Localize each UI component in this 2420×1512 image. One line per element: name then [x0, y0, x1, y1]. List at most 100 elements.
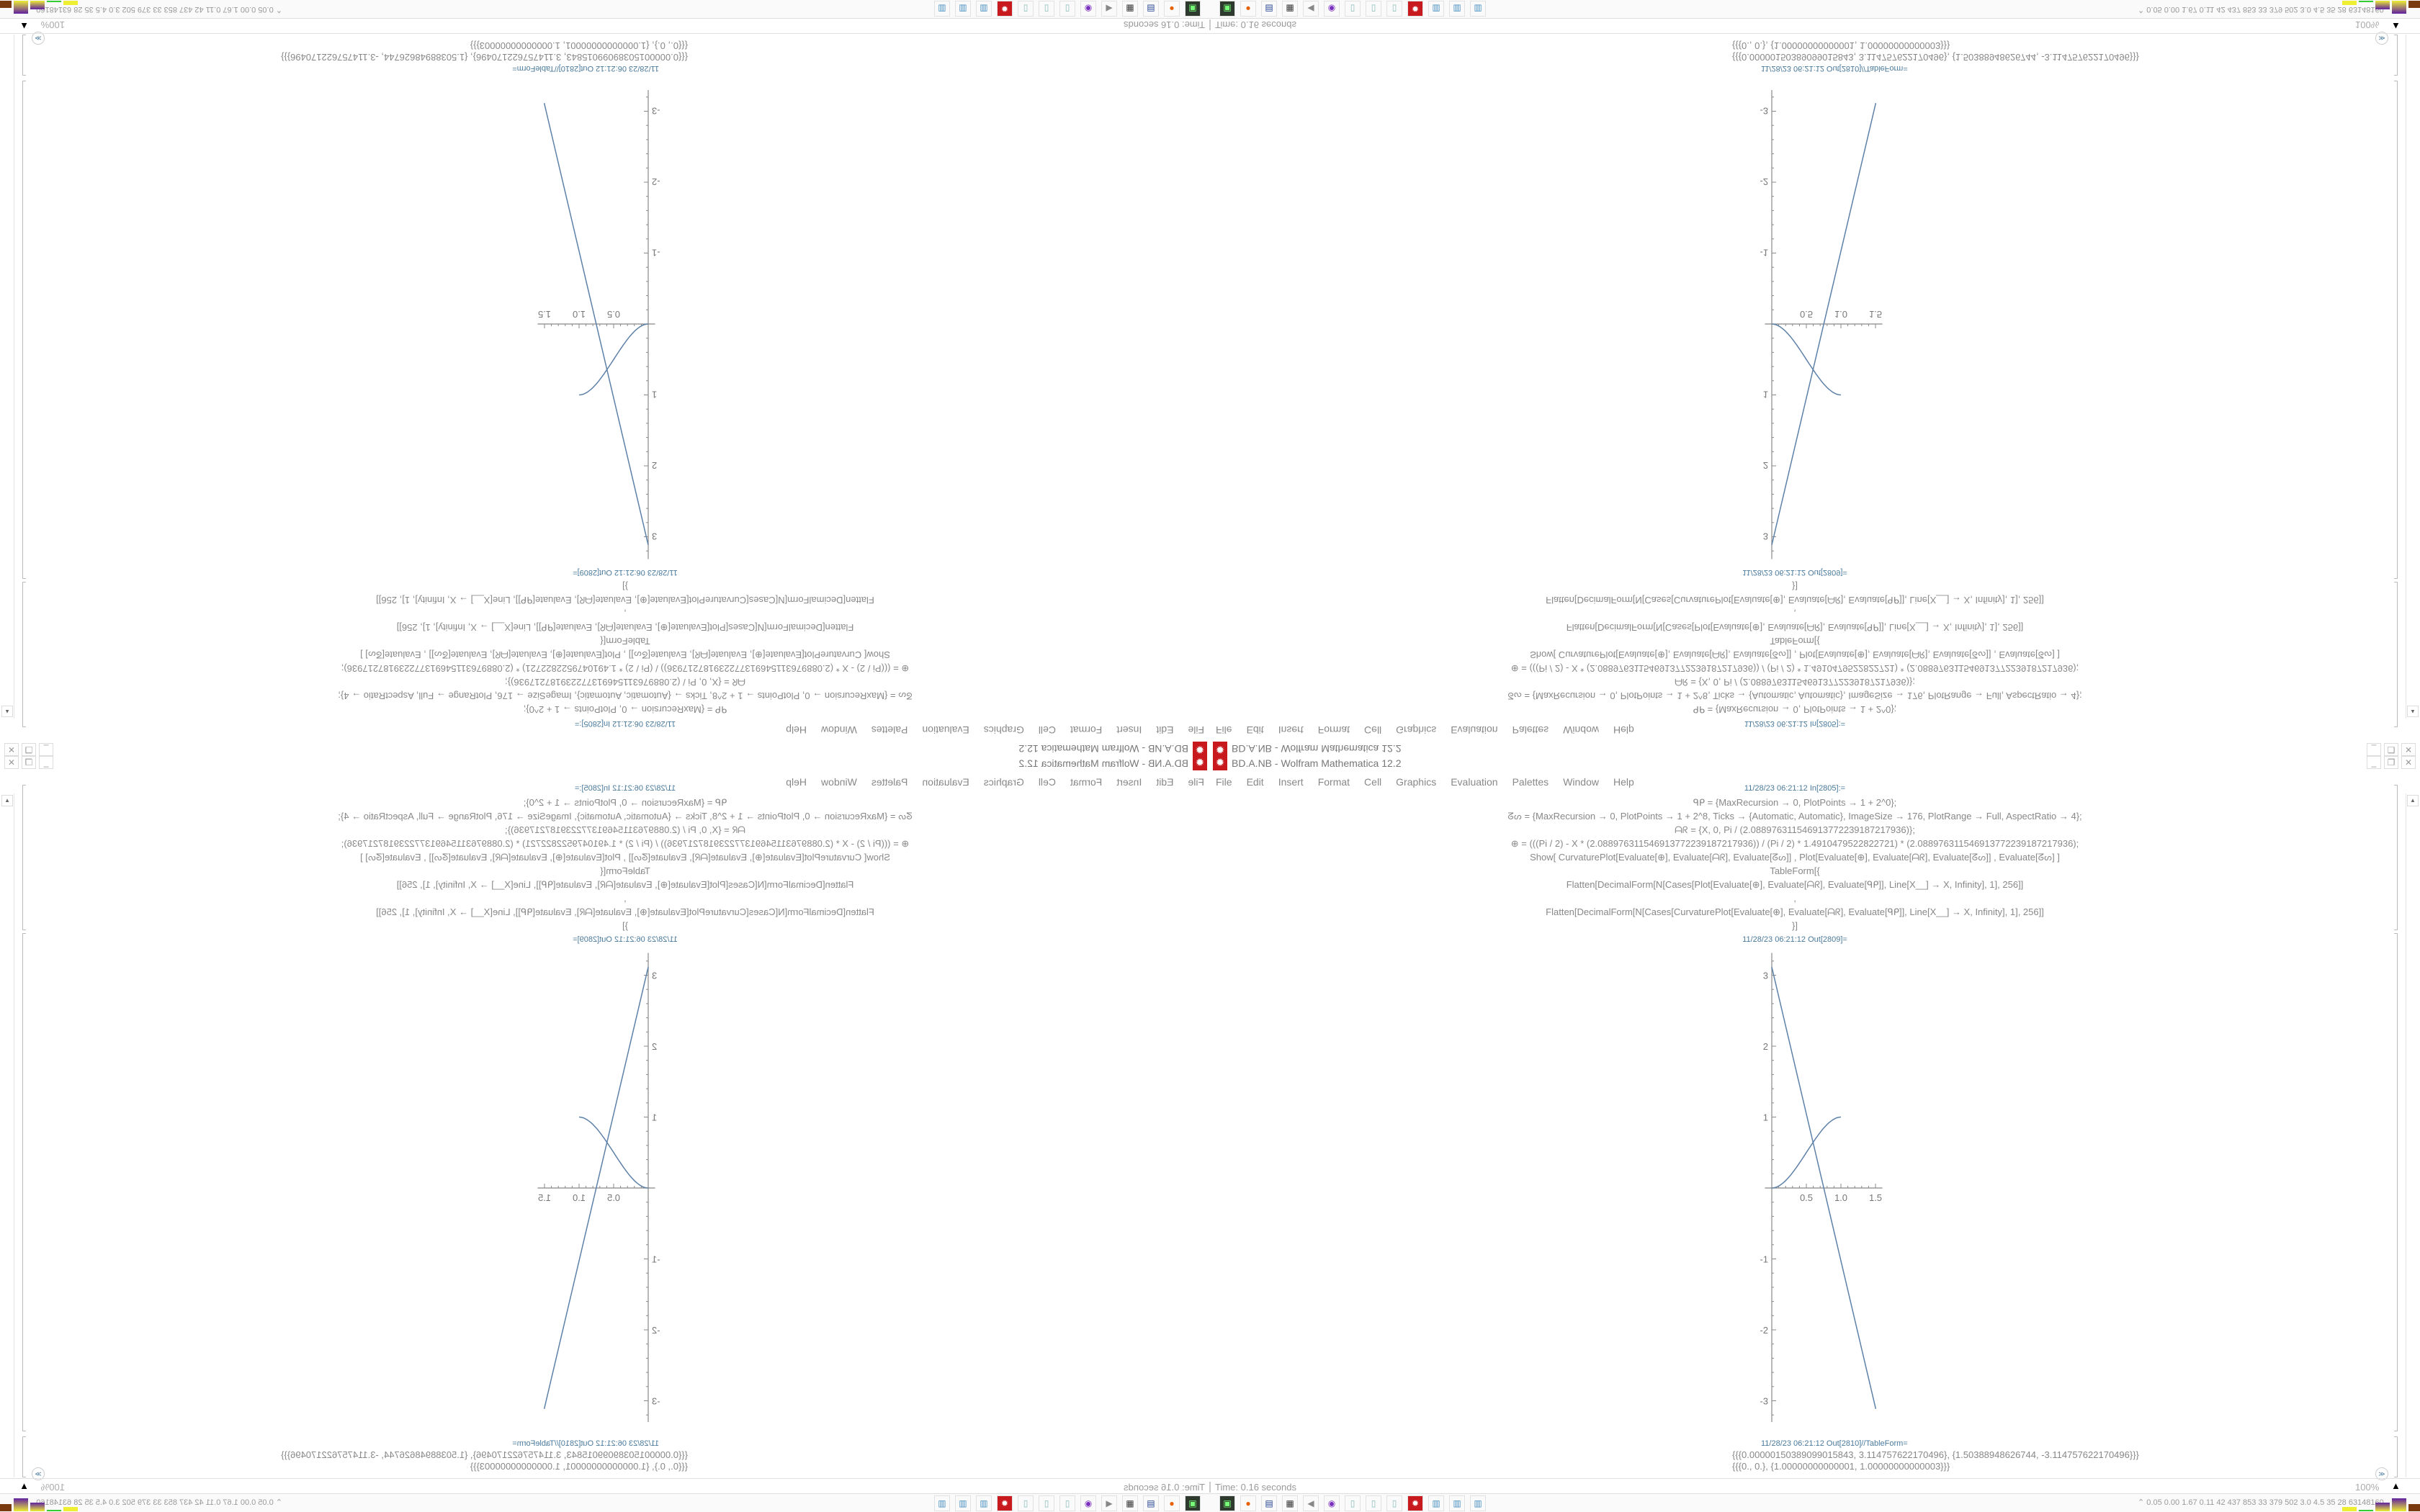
minimize-button[interactable]: _: [2367, 756, 2381, 769]
mathematica-icon[interactable]: ✹: [1407, 1, 1423, 17]
plot-graphic[interactable]: 0.5 1.0 1.5 -3 -2 -1 1 2 3: [504, 90, 706, 565]
mathematica-icon[interactable]: ✹: [1407, 1495, 1423, 1511]
input-cell[interactable]: 11/28/23 06:21:12 In[2805]:= ᑫᑭ = {MaxRe…: [1291, 580, 2299, 730]
notepad-icon[interactable]: ▯: [1018, 1495, 1034, 1511]
menu-cell[interactable]: Cell: [1364, 776, 1382, 788]
notepad-icon[interactable]: ▯: [1366, 1495, 1381, 1511]
owl-icon[interactable]: ◉: [1080, 1495, 1096, 1511]
minimize-button[interactable]: _: [39, 743, 53, 756]
calculator-icon[interactable]: ▥: [1470, 1, 1486, 17]
calculator-icon[interactable]: ▥: [934, 1, 950, 17]
firefox-icon[interactable]: ●: [1240, 1, 1256, 17]
owl-icon[interactable]: ◉: [1324, 1, 1340, 17]
zoom-menu-icon[interactable]: ▲: [19, 1480, 29, 1491]
terminal-icon[interactable]: ▣: [1219, 1495, 1235, 1511]
plot-graphic[interactable]: 0.5 1.0 1.5 -3 -2 -1 1 2 3: [504, 947, 706, 1422]
table-output-cell[interactable]: 11/28/23 06:21:12 Out[2810]//TableForm= …: [1732, 1439, 2139, 1472]
scroll-up-icon[interactable]: ▲: [1, 795, 13, 806]
firefox-icon[interactable]: ●: [1240, 1495, 1256, 1511]
mathematica-icon[interactable]: ✹: [997, 1, 1013, 17]
notepad-icon[interactable]: ▯: [1386, 1495, 1402, 1511]
table-output-cell[interactable]: 11/28/23 06:21:12 Out[2810]//TableForm= …: [281, 40, 688, 73]
expand-chevron-icon[interactable]: ⌃: [273, 1498, 282, 1507]
cell-bracket[interactable]: [22, 582, 26, 727]
terminal-icon[interactable]: ▣: [1185, 1, 1201, 17]
input-cell[interactable]: 11/28/23 06:21:12 In[2805]:= ᑫᑭ = {MaxRe…: [121, 580, 1129, 730]
monitor-chart-icon[interactable]: ▦: [1282, 1, 1298, 17]
terminal-icon[interactable]: ▣: [1185, 1495, 1201, 1511]
scroll-up-icon[interactable]: ▲: [2407, 706, 2419, 717]
calculator-icon[interactable]: ▥: [1428, 1495, 1444, 1511]
zoom-menu-icon[interactable]: ▲: [2391, 21, 2401, 32]
zoom-menu-icon[interactable]: ▲: [2391, 1480, 2401, 1491]
floppy-64-icon[interactable]: ▤: [1143, 1495, 1159, 1511]
cell-bracket[interactable]: [22, 81, 26, 579]
cell-bracket[interactable]: [22, 35, 26, 76]
speaker-icon[interactable]: ◀: [1101, 1495, 1117, 1511]
menu-edit[interactable]: Edit: [1156, 724, 1174, 736]
minimize-button[interactable]: _: [2367, 743, 2381, 756]
restore-button[interactable]: ❐: [22, 743, 36, 756]
monitor-chart-icon[interactable]: ▦: [1122, 1495, 1138, 1511]
monitor-chart-icon[interactable]: ▦: [1282, 1495, 1298, 1511]
notepad-icon[interactable]: ▯: [1018, 1, 1034, 17]
calculator-icon[interactable]: ▥: [1449, 1, 1465, 17]
vertical-scrollbar[interactable]: ▲: [2406, 793, 2419, 1477]
owl-icon[interactable]: ◉: [1080, 1, 1096, 17]
table-output-cell[interactable]: 11/28/23 06:21:12 Out[2810]//TableForm= …: [1732, 40, 2139, 73]
zoom-level[interactable]: 100%: [2355, 19, 2380, 30]
plot-graphic[interactable]: 0.5 1.0 1.5 -3 -2 -1 1 2 3: [1714, 90, 1916, 565]
menu-help[interactable]: Help: [1613, 776, 1634, 788]
cell-bracket[interactable]: [22, 933, 26, 1431]
menu-window[interactable]: Window: [1563, 776, 1599, 788]
menu-evaluation[interactable]: Evaluation: [1451, 776, 1498, 788]
menu-file[interactable]: File: [1188, 776, 1204, 788]
expand-chevron-icon[interactable]: ⌃: [2138, 1498, 2147, 1507]
close-button[interactable]: ✕: [4, 743, 19, 756]
input-cell[interactable]: 11/28/23 06:21:12 In[2805]:= ᑫᑭ = {MaxRe…: [121, 782, 1129, 932]
menu-edit[interactable]: Edit: [1246, 724, 1264, 736]
floppy-64-icon[interactable]: ▤: [1261, 1495, 1277, 1511]
notepad-icon[interactable]: ▯: [1386, 1, 1402, 17]
notepad-icon[interactable]: ▯: [1059, 1, 1075, 17]
firefox-icon[interactable]: ●: [1164, 1, 1180, 17]
calculator-icon[interactable]: ▥: [976, 1495, 992, 1511]
input-cell[interactable]: 11/28/23 06:21:12 In[2805]:= ᑫᑭ = {MaxRe…: [1291, 782, 2299, 932]
owl-icon[interactable]: ◉: [1324, 1495, 1340, 1511]
cell-bracket[interactable]: [2394, 785, 2398, 930]
firefox-icon[interactable]: ●: [1164, 1495, 1180, 1511]
calculator-icon[interactable]: ▥: [1428, 1, 1444, 17]
calculator-icon[interactable]: ▥: [955, 1, 971, 17]
menu-graphics[interactable]: Graphics: [1396, 776, 1437, 788]
scroll-up-icon[interactable]: ▲: [2407, 795, 2419, 806]
zoom-level[interactable]: 100%: [40, 1482, 65, 1493]
speaker-icon[interactable]: ◀: [1303, 1495, 1319, 1511]
menu-file[interactable]: File: [1216, 776, 1232, 788]
calculator-icon[interactable]: ▥: [1449, 1495, 1465, 1511]
menu-edit[interactable]: Edit: [1246, 776, 1264, 788]
close-button[interactable]: ✕: [2401, 756, 2416, 769]
close-button[interactable]: ✕: [4, 756, 19, 769]
calculator-icon[interactable]: ▥: [955, 1495, 971, 1511]
cell-bracket[interactable]: [2394, 582, 2398, 727]
zoom-level[interactable]: 100%: [2355, 1482, 2380, 1493]
menu-file[interactable]: File: [1216, 724, 1232, 736]
notepad-icon[interactable]: ▯: [1039, 1, 1054, 17]
cell-bracket[interactable]: [22, 785, 26, 930]
vertical-scrollbar[interactable]: ▲: [1, 793, 14, 1477]
monitor-chart-icon[interactable]: ▦: [1122, 1, 1138, 17]
minimize-button[interactable]: _: [39, 756, 53, 769]
cell-bracket[interactable]: [22, 1436, 26, 1477]
calculator-icon[interactable]: ▥: [934, 1495, 950, 1511]
cell-bracket[interactable]: [2394, 35, 2398, 76]
zoom-level[interactable]: 100%: [40, 19, 65, 30]
calculator-icon[interactable]: ▥: [976, 1, 992, 17]
restore-button[interactable]: ❐: [22, 756, 36, 769]
cell-bracket[interactable]: [2394, 933, 2398, 1431]
terminal-icon[interactable]: ▣: [1219, 1, 1235, 17]
cell-bracket[interactable]: [2394, 1436, 2398, 1477]
notepad-icon[interactable]: ▯: [1039, 1495, 1054, 1511]
expand-chevron-icon[interactable]: ⌃: [273, 5, 282, 14]
restore-button[interactable]: ❐: [2384, 756, 2398, 769]
menu-format[interactable]: Format: [1317, 776, 1350, 788]
